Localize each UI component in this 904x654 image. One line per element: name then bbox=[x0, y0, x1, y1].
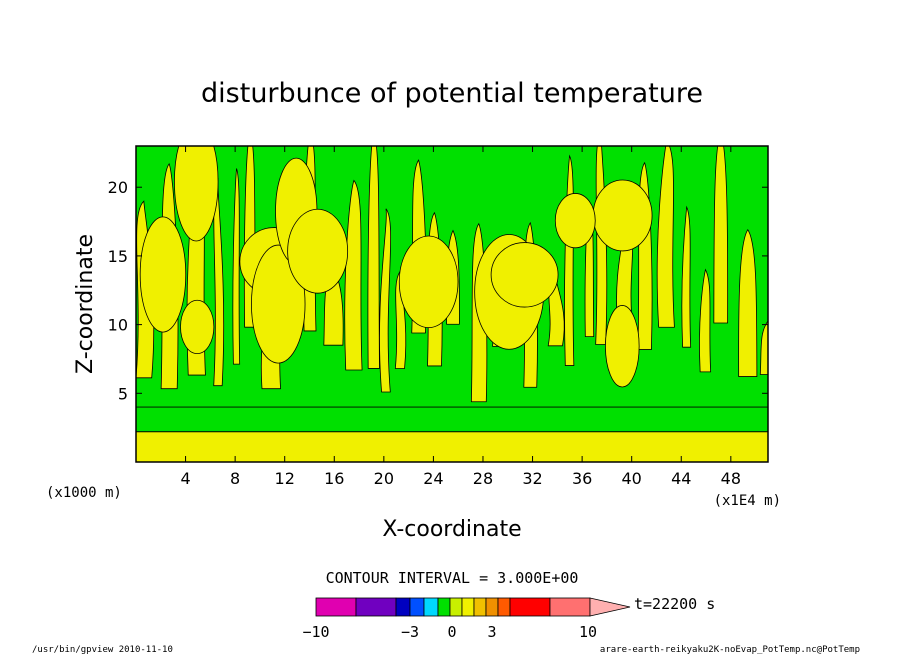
plume-patch bbox=[554, 193, 596, 249]
plume-patch bbox=[605, 305, 640, 388]
plume-patch bbox=[287, 208, 349, 294]
time-label: t=22200 s bbox=[634, 595, 715, 613]
colorbar-swatch bbox=[423, 597, 439, 617]
colorbar-swatch bbox=[509, 597, 551, 617]
plume-patch bbox=[398, 235, 459, 329]
plume bbox=[656, 146, 675, 328]
colorbar-tick-label: 3 bbox=[487, 623, 496, 641]
colorbar-swatch bbox=[473, 597, 487, 617]
x-scale-label: (x1E4 m) bbox=[714, 493, 781, 509]
x-tick-label: 8 bbox=[230, 469, 240, 488]
footer-left: /usr/bin/gpview 2010-11-10 bbox=[32, 645, 173, 654]
plume-patch bbox=[174, 146, 219, 242]
colorbar-swatch bbox=[497, 597, 511, 617]
colorbar-swatch bbox=[437, 597, 451, 617]
plume bbox=[379, 208, 392, 393]
plume bbox=[713, 146, 729, 324]
y-axis-ticks: 5 10 15 20 bbox=[108, 178, 768, 403]
colorbar-swatch bbox=[485, 597, 499, 617]
x-tick-label: 44 bbox=[671, 469, 691, 488]
plume bbox=[367, 146, 380, 369]
colorbar-swatch bbox=[461, 597, 475, 617]
colorbar-swatch bbox=[315, 597, 357, 617]
x-tick-label: 28 bbox=[473, 469, 493, 488]
chart-title: disturbunce of potential temperature bbox=[201, 78, 703, 109]
colorbar: −10 −3 0 3 10 bbox=[302, 597, 631, 641]
plume-patch bbox=[592, 179, 653, 252]
plume bbox=[738, 228, 758, 377]
colorbar-tick-label: 10 bbox=[579, 623, 597, 641]
x-tick-label: 36 bbox=[572, 469, 592, 488]
plume-patch bbox=[139, 216, 187, 333]
colorbar-tick-label: −3 bbox=[401, 623, 419, 641]
x-axis-ticks: 4 8 12 16 20 24 28 32 36 40 44 48 bbox=[180, 146, 741, 488]
x-tick-label: 12 bbox=[275, 469, 295, 488]
plume bbox=[759, 320, 768, 375]
x-tick-label: 32 bbox=[522, 469, 542, 488]
colorbar-tick-label: 0 bbox=[447, 623, 456, 641]
footer-right: arare-earth-reikyaku2K-noEvap_PotTemp.nc… bbox=[600, 645, 860, 654]
y-tick-label: 15 bbox=[108, 247, 128, 266]
plume bbox=[699, 268, 712, 373]
x-axis-label: X-coordinate bbox=[382, 517, 521, 542]
plume-field bbox=[136, 146, 768, 403]
plume-patch bbox=[251, 244, 306, 364]
colorbar-swatch bbox=[395, 597, 411, 617]
y-axis-label: Z-coordinate bbox=[73, 234, 98, 374]
x-tick-label: 40 bbox=[622, 469, 642, 488]
colorbar-swatch bbox=[355, 597, 397, 617]
y-tick-label: 10 bbox=[108, 316, 128, 335]
x-tick-label: 20 bbox=[374, 469, 394, 488]
plume bbox=[344, 179, 363, 371]
plume bbox=[681, 205, 692, 348]
x-tick-label: 24 bbox=[423, 469, 443, 488]
plume-patch bbox=[180, 299, 215, 355]
surface-layer bbox=[136, 431, 768, 462]
x-tick-label: 4 bbox=[180, 469, 190, 488]
x-tick-label: 48 bbox=[721, 469, 741, 488]
colorbar-swatch bbox=[409, 597, 425, 617]
plume bbox=[232, 168, 241, 365]
colorbar-extend-arrow bbox=[589, 597, 631, 617]
green-layer bbox=[136, 407, 768, 432]
y-scale-label: (x1000 m) bbox=[46, 485, 122, 501]
colorbar-swatch bbox=[449, 597, 463, 617]
x-tick-label: 16 bbox=[324, 469, 344, 488]
colorbar-tick-label: −10 bbox=[302, 623, 329, 641]
plot-area bbox=[135, 145, 769, 463]
contour-interval-label: CONTOUR INTERVAL = 3.000E+00 bbox=[326, 569, 579, 587]
plot-frame bbox=[135, 145, 769, 463]
y-tick-label: 5 bbox=[118, 384, 128, 403]
y-tick-label: 20 bbox=[108, 178, 128, 197]
plume-patch bbox=[490, 242, 559, 308]
colorbar-swatch bbox=[549, 597, 591, 617]
